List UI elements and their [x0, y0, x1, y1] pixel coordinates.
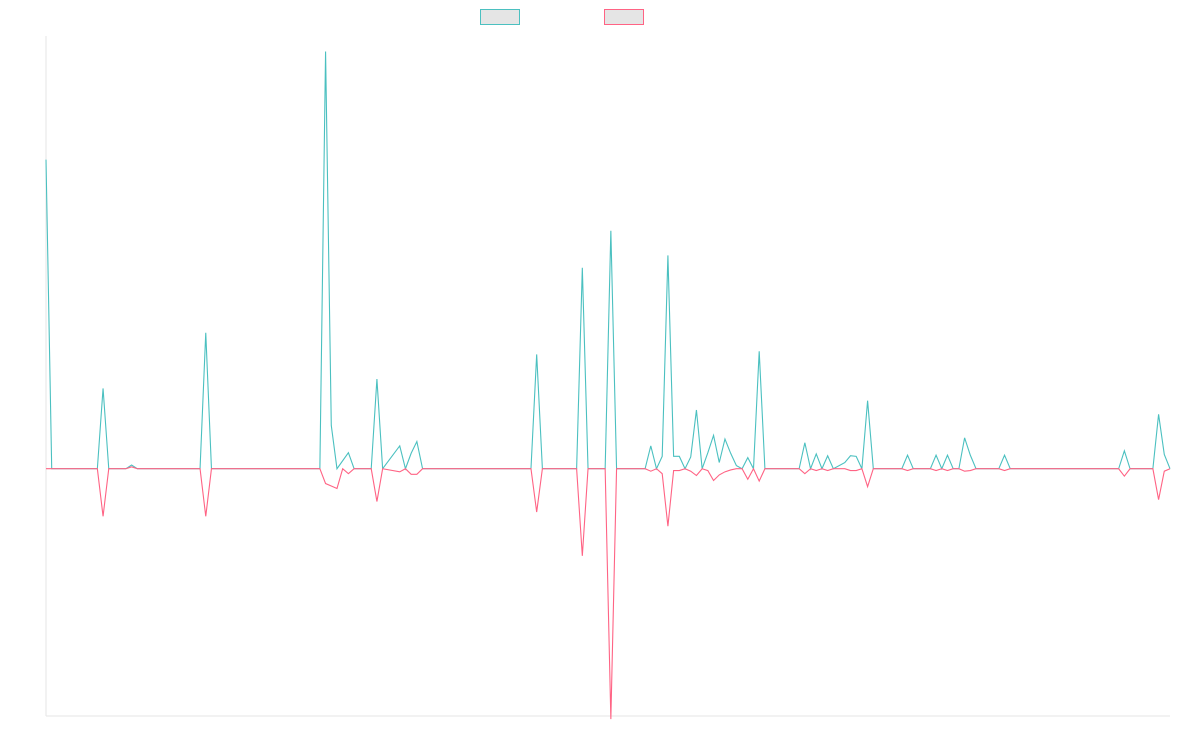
series-line-b [46, 466, 1171, 720]
chart-plot-area [45, 51, 1171, 720]
series-line-a [45, 51, 1171, 471]
legend-swatch-series-a[interactable] [480, 9, 520, 25]
chart-axes [45, 36, 1170, 717]
legend-swatch-series-b[interactable] [604, 9, 644, 25]
